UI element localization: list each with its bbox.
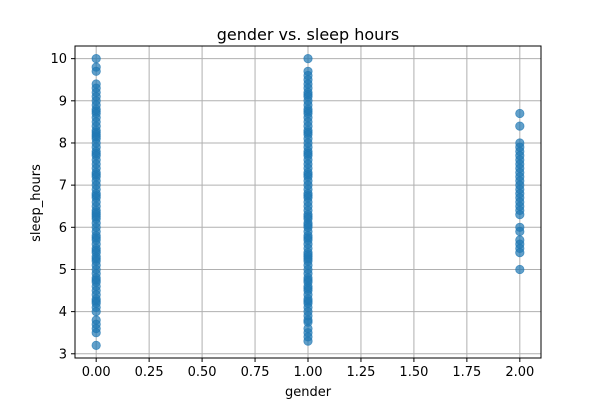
data-point <box>515 108 525 119</box>
data-point <box>303 212 313 222</box>
x-tick-label: 0.50 <box>188 365 217 380</box>
y-tick-label: 7 <box>59 179 67 194</box>
data-point <box>91 340 101 350</box>
data-point <box>91 296 101 306</box>
data-point <box>303 220 313 230</box>
y-tick-label: 8 <box>59 136 67 151</box>
y-tick-label: 9 <box>59 94 67 109</box>
data-point <box>91 191 101 201</box>
x-tick-label: 2.00 <box>505 365 534 380</box>
y-axis-label: sleep_hours <box>29 164 44 242</box>
data-point <box>91 169 101 180</box>
data-point <box>91 245 101 256</box>
x-tick-label: 0.25 <box>135 365 164 380</box>
y-tick-label: 3 <box>59 347 67 362</box>
x-tick-label: 0.75 <box>241 365 270 380</box>
y-tick-label: 6 <box>59 221 67 236</box>
x-tick-label: 1.75 <box>452 365 481 380</box>
data-point <box>91 275 101 285</box>
data-point <box>303 317 313 327</box>
data-point <box>303 106 313 116</box>
x-tick-label: 1.00 <box>294 365 323 380</box>
data-point <box>515 264 525 275</box>
data-point <box>91 307 101 317</box>
x-axis-label: gender <box>285 385 332 400</box>
data-point <box>303 296 313 306</box>
data-point <box>91 233 101 243</box>
data-point <box>91 148 101 159</box>
data-point <box>91 207 101 218</box>
data-point <box>515 226 525 237</box>
data-point <box>303 191 313 201</box>
y-tick-label: 5 <box>59 263 67 278</box>
data-point <box>91 254 101 264</box>
data-point <box>303 148 313 159</box>
data-point <box>91 54 101 64</box>
x-tick-label: 1.50 <box>399 365 428 380</box>
data-point <box>303 275 313 285</box>
data-point <box>91 132 101 142</box>
x-tick-label: 1.25 <box>346 365 375 380</box>
data-point <box>303 283 313 294</box>
data-point <box>303 89 313 100</box>
data-point <box>303 233 313 243</box>
data-point <box>91 106 101 116</box>
data-point <box>303 169 313 180</box>
data-point <box>303 54 313 64</box>
data-point <box>515 247 525 258</box>
data-point <box>515 210 525 220</box>
data-point <box>515 121 525 131</box>
data-point <box>91 328 101 338</box>
chart-title: gender vs. sleep hours <box>217 25 399 44</box>
points-layer <box>91 54 525 350</box>
x-ticks: 0.00 0.25 0.50 0.75 1.00 1.25 1.50 1.75 2.00 <box>82 358 534 380</box>
data-point <box>303 250 313 260</box>
y-ticks: 3 4 5 6 7 8 9 10 <box>50 52 75 362</box>
data-point <box>91 66 101 76</box>
y-tick-label: 10 <box>50 52 67 67</box>
y-tick-label: 4 <box>59 305 67 320</box>
data-point <box>303 127 313 138</box>
x-tick-label: 0.00 <box>82 365 111 380</box>
data-point <box>303 336 313 346</box>
